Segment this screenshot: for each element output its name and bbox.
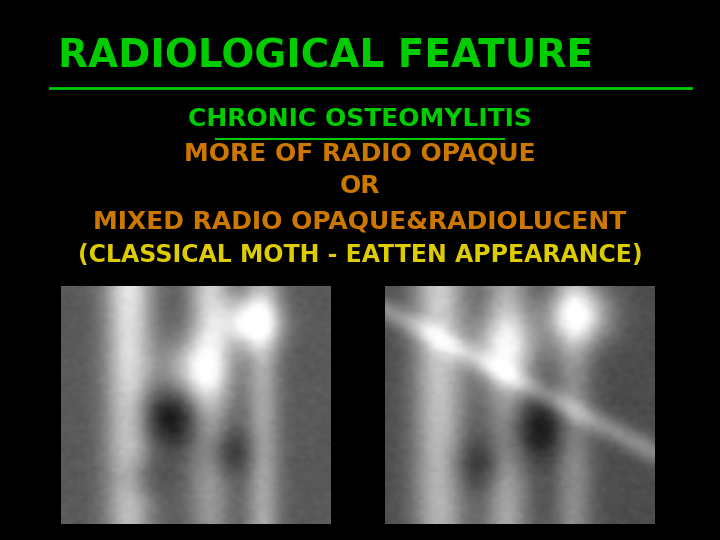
Text: MIXED RADIO OPAQUE&RADIOLUCENT: MIXED RADIO OPAQUE&RADIOLUCENT — [94, 210, 626, 233]
Text: RADIOLOGICAL FEATURE: RADIOLOGICAL FEATURE — [58, 38, 593, 76]
Text: (CLASSICAL MOTH - EATTEN APPEARANCE): (CLASSICAL MOTH - EATTEN APPEARANCE) — [78, 244, 642, 267]
Text: MORE OF RADIO OPAQUE: MORE OF RADIO OPAQUE — [184, 142, 536, 166]
Text: CHRONIC OSTEOMYLITIS: CHRONIC OSTEOMYLITIS — [188, 107, 532, 131]
Text: OR: OR — [340, 174, 380, 198]
